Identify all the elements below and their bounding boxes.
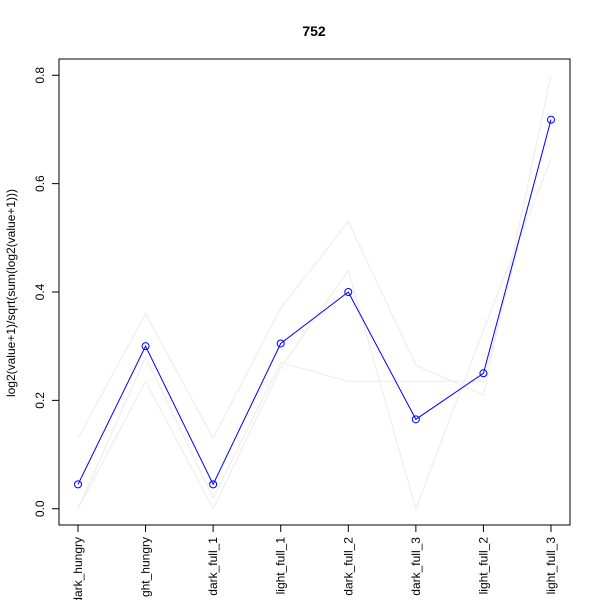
data-point <box>547 115 555 124</box>
y-tick-label: 0.0 <box>33 500 47 517</box>
data-point <box>411 415 420 424</box>
y-axis-title: log2(value+1)/sqrt(sum(log2(value+1))) <box>4 189 18 397</box>
x-axis: dark_hungry ght_hungry dark_full_1 light_fu… <box>71 524 558 600</box>
data-point <box>209 480 218 489</box>
x-tick-label: light_full_2 <box>476 537 490 595</box>
data-point <box>276 339 285 348</box>
background-series-line-2 <box>77 159 552 511</box>
series-line <box>77 119 552 486</box>
data-point <box>344 288 353 296</box>
x-tick-label: light_full_1 <box>274 537 288 595</box>
x-tick-label: dark_full_1 <box>206 537 220 596</box>
y-tick-label: 0.6 <box>33 175 47 192</box>
highlight-series-layer <box>74 115 555 489</box>
y-tick-label: 0.8 <box>33 67 47 84</box>
x-tick-label: dark_full_2 <box>341 537 355 596</box>
x-tick-label: light_full_3 <box>544 537 558 595</box>
background-series-line-1 <box>77 75 552 440</box>
y-axis: 0.0 0.2 0.4 0.6 0.8 <box>33 67 60 517</box>
background-series-layer <box>77 75 552 511</box>
data-point <box>141 342 150 351</box>
plot-frame <box>58 58 571 526</box>
x-tick-label: dark_full_3 <box>409 537 423 596</box>
data-point <box>74 480 82 489</box>
background-series-line-3 <box>77 118 552 509</box>
data-point <box>479 369 488 378</box>
y-tick-label: 0.4 <box>33 283 47 300</box>
y-tick-label: 0.2 <box>33 392 47 409</box>
x-tick-label: dark_hungry <box>71 537 85 600</box>
x-tick-label: ght_hungry <box>139 537 153 597</box>
chart-title: 752 <box>302 23 326 39</box>
